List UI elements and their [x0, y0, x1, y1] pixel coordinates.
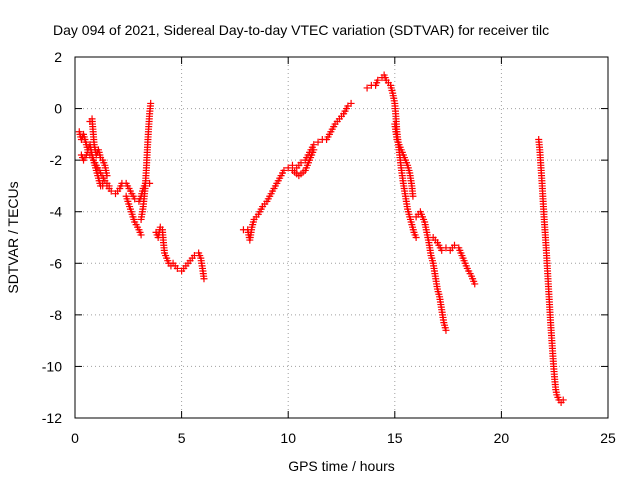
data-point	[559, 396, 567, 404]
grid	[75, 57, 608, 418]
data-point	[200, 275, 208, 283]
y-tick-label: -6	[50, 255, 63, 271]
data-point	[363, 84, 371, 92]
x-tick-label: 15	[387, 430, 403, 446]
data-point	[450, 241, 458, 249]
y-tick-label: 2	[54, 49, 62, 65]
x-tick-label: 5	[178, 430, 186, 446]
data-point	[442, 244, 450, 252]
data-point	[147, 99, 155, 107]
data-point	[173, 264, 181, 272]
y-tick-label: -8	[50, 307, 63, 323]
y-tick-label: -12	[42, 410, 62, 426]
plot-frame	[74, 56, 609, 419]
x-tick-label: 0	[71, 430, 79, 446]
axis-ticks	[74, 56, 609, 419]
data-point	[442, 326, 450, 334]
y-tick-label: -10	[42, 358, 62, 374]
data-point	[310, 146, 318, 154]
x-tick-label: 25	[600, 430, 616, 446]
y-tick-label: -2	[50, 152, 63, 168]
data-point	[137, 231, 145, 239]
data-point	[471, 280, 479, 288]
x-tick-label: 10	[280, 430, 296, 446]
data-point	[438, 246, 446, 254]
data-point	[314, 138, 322, 146]
data-point	[374, 76, 382, 84]
y-tick-label: -4	[50, 204, 63, 220]
data-point	[409, 192, 417, 200]
y-axis-label: SDTVAR / TECUs	[5, 181, 21, 293]
data-point	[347, 99, 355, 107]
data-point	[107, 187, 115, 195]
data-point	[280, 166, 288, 174]
data-points	[75, 71, 567, 407]
data-point	[297, 159, 305, 167]
data-point	[99, 179, 107, 187]
data-point	[412, 234, 420, 241]
y-tick-label: 0	[54, 101, 62, 117]
chart-title: Day 094 of 2021, Sidereal Day-to-day VTE…	[53, 22, 549, 38]
data-point	[103, 172, 111, 180]
data-point	[284, 164, 292, 172]
x-axis-label: GPS time / hours	[288, 458, 395, 474]
x-tick-label: 20	[494, 430, 510, 446]
